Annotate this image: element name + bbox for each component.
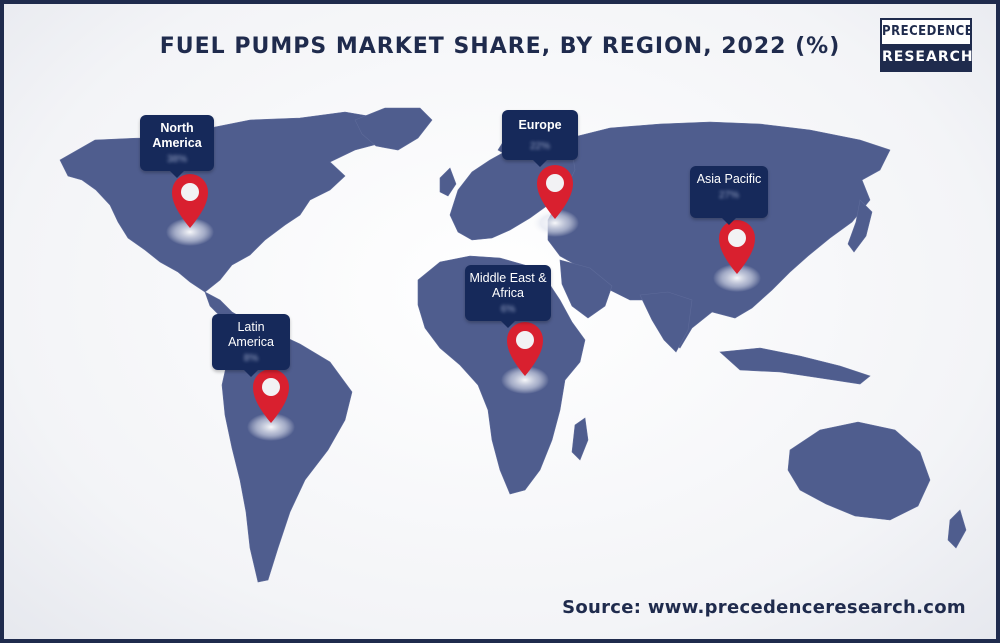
region-value: 6% xyxy=(500,304,516,315)
region-value: 8% xyxy=(243,353,259,364)
callout-asia-pacific: Asia Pacific 27% xyxy=(690,166,768,225)
brand-logo: PRECEDENCE RESEARCH xyxy=(880,18,974,72)
logo-line-1: PRECEDENCE xyxy=(882,24,974,39)
pin-middle-east-africa xyxy=(501,322,549,394)
land-new-zealand xyxy=(947,509,967,549)
logo-line-2: RESEARCH xyxy=(882,44,973,70)
callout-north-america: North America 38% xyxy=(140,115,214,178)
land-arabia xyxy=(559,259,613,319)
region-name: North America xyxy=(152,121,202,150)
source-credit: Source: www.precedenceresearch.com xyxy=(562,597,966,618)
land-north-america xyxy=(59,111,401,293)
region-value: 22% xyxy=(529,141,550,152)
land-asia xyxy=(547,121,891,349)
region-name: Asia Pacific xyxy=(696,172,762,186)
chart-title: FUEL PUMPS MARKET SHARE, BY REGION, 2022… xyxy=(159,34,841,59)
land-australia xyxy=(787,421,931,521)
pin-latin-america xyxy=(247,369,295,441)
pin-asia-pacific xyxy=(713,220,761,292)
region-name: Middle East & Africa xyxy=(469,271,547,300)
land-japan xyxy=(847,199,873,253)
land-indonesia xyxy=(719,347,871,385)
pin-europe xyxy=(531,165,579,237)
land-greenland xyxy=(354,107,433,151)
callout-europe: Europe 22% xyxy=(502,110,578,167)
region-value: 27% xyxy=(718,190,739,201)
region-name: Latin America xyxy=(228,320,274,349)
callout-latin-america: Latin America 8% xyxy=(212,314,290,377)
land-india xyxy=(639,291,693,353)
callout-middle-east-africa: Middle East & Africa 6% xyxy=(465,265,551,328)
region-value: 38% xyxy=(166,154,187,165)
pin-north-america xyxy=(166,174,214,246)
region-name: Europe xyxy=(518,118,562,132)
land-uk xyxy=(439,167,457,197)
land-madagascar xyxy=(571,417,589,461)
